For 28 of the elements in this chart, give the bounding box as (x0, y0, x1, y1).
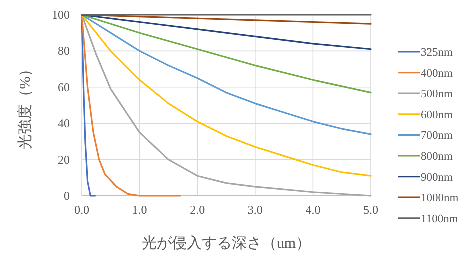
y-tick-label: 20 (58, 152, 70, 167)
x-tick-label: 1.0 (132, 203, 148, 217)
legend-label: 400nm (421, 68, 453, 80)
line-series (81, 14, 96, 197)
legend-label: 600nm (421, 109, 453, 122)
legend-label: 325nm (421, 47, 453, 59)
line-series (81, 14, 372, 136)
legend-label: 800nm (421, 151, 453, 163)
legend-label: 500nm (421, 88, 453, 101)
x-tick-label: 3.0 (248, 203, 263, 217)
line-series (81, 14, 372, 50)
y-tick-label: 40 (58, 116, 70, 131)
legend-label: 1100nm (421, 213, 458, 226)
y-tick-label: 60 (58, 80, 70, 94)
x-tick-label: 2.0 (190, 203, 206, 217)
y-tick-label: 0 (64, 189, 70, 203)
legend-label: 1000nm (421, 192, 459, 205)
y-axis-title: 光強度（%） (17, 62, 34, 150)
x-axis-title: 光が侵入する深さ（um） (142, 235, 312, 252)
y-tick-label: 100 (52, 8, 70, 22)
x-tick-label: 0.0 (74, 203, 90, 217)
x-tick-label: 5.0 (364, 203, 378, 217)
legend-label: 700nm (421, 130, 453, 142)
legend-label: 900nm (421, 172, 453, 184)
y-tick-label: 80 (58, 44, 70, 58)
line-series (81, 14, 372, 94)
x-tick-label: 4.0 (306, 203, 321, 217)
line-series (81, 14, 182, 197)
